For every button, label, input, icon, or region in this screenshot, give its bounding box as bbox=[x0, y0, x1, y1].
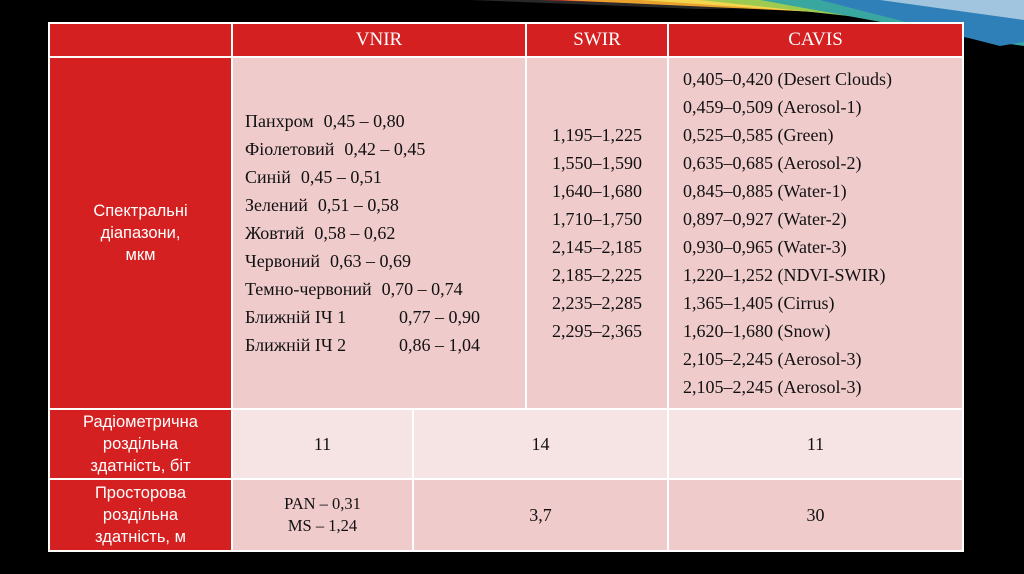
vnir-bands-cell: Панхром 0,45 – 0,80 Фіолетовий 0,42 – 0,45… bbox=[230, 56, 528, 410]
header-swir: SWIR bbox=[525, 22, 670, 58]
vnir-band-row: Ближній ІЧ 1 0,77 – 0,90 bbox=[245, 303, 525, 331]
swir-band: 2,295–2,365 bbox=[552, 321, 643, 341]
vnir-band-row: Фіолетовий 0,42 – 0,45 bbox=[245, 135, 525, 163]
spectral-label-line: мкм bbox=[125, 246, 156, 264]
band-name: Ближній ІЧ 2 bbox=[245, 335, 347, 355]
swir-band: 2,235–2,285 bbox=[552, 293, 643, 313]
cavis-band: 0,525–0,585 (Green) bbox=[683, 125, 834, 145]
swir-band: 2,145–2,185 bbox=[552, 237, 643, 257]
band-range: 0,86 – 1,04 bbox=[399, 335, 480, 355]
radiometric-vnir: 11 bbox=[231, 408, 414, 480]
band-range: 0,70 – 0,74 bbox=[381, 279, 463, 299]
spectral-label-line: діапазони, bbox=[100, 224, 181, 242]
band-name: Зелений bbox=[245, 195, 308, 215]
swir-band: 1,710–1,750 bbox=[552, 209, 643, 229]
spatial-vnir-line: PAN – 0,31 bbox=[284, 494, 361, 513]
cavis-band: 0,930–0,965 (Water-3) bbox=[683, 237, 847, 257]
vnir-band-row: Темно-червоний 0,70 – 0,74 bbox=[245, 275, 525, 303]
band-name: Темно-червоний bbox=[245, 279, 372, 299]
cavis-band: 1,220–1,252 (NDVI-SWIR) bbox=[683, 265, 886, 285]
vnir-band-row: Ближній ІЧ 2 0,86 – 1,04 bbox=[245, 331, 525, 359]
band-name: Ближній ІЧ 1 bbox=[245, 307, 347, 327]
band-name: Жовтий bbox=[245, 223, 305, 243]
spectral-specs-table: VNIR SWIR CAVIS Спектральні діапазони, м… bbox=[48, 22, 965, 552]
band-name: Фіолетовий bbox=[245, 139, 335, 159]
cavis-band: 1,365–1,405 (Cirrus) bbox=[683, 293, 835, 313]
spatial-vnir: PAN – 0,31 MS – 1,24 bbox=[231, 478, 414, 552]
spectral-row: Спектральні діапазони, мкм Панхром 0,45 –… bbox=[48, 56, 965, 410]
spatial-label-line: Просторова bbox=[94, 484, 187, 502]
cavis-band: 0,635–0,685 (Aerosol-2) bbox=[683, 153, 862, 173]
spatial-cavis: 30 bbox=[667, 478, 965, 552]
cavis-bands-cell: 0,405–0,420 (Desert Clouds) 0,459–0,509 … bbox=[667, 56, 965, 410]
cavis-band: 2,105–2,245 (Aerosol-3) bbox=[683, 377, 862, 397]
swir-band: 1,640–1,680 bbox=[552, 181, 643, 201]
header-row: VNIR SWIR CAVIS bbox=[48, 22, 965, 58]
radiometric-label-line: Радіометрична bbox=[83, 413, 198, 431]
radiometric-swir: 14 bbox=[411, 408, 670, 480]
band-range: 0,45 – 0,51 bbox=[300, 167, 382, 187]
band-name: Синій bbox=[245, 167, 291, 187]
spatial-label-line: здатність, м bbox=[95, 528, 186, 546]
cavis-band: 0,405–0,420 (Desert Clouds) bbox=[683, 69, 892, 89]
spatial-label-line: роздільна bbox=[102, 506, 179, 524]
band-range: 0,77 – 0,90 bbox=[399, 307, 480, 327]
vnir-band-row: Зелений 0,51 – 0,58 bbox=[245, 191, 525, 219]
cavis-band: 0,459–0,509 (Aerosol-1) bbox=[683, 97, 862, 117]
radiometric-label-line: здатність, біт bbox=[90, 457, 191, 475]
spatial-label: Просторова роздільна здатність, м bbox=[48, 478, 233, 552]
swir-band: 1,195–1,225 bbox=[552, 125, 643, 145]
spatial-vnir-line: MS – 1,24 bbox=[287, 516, 358, 535]
cavis-band: 0,897–0,927 (Water-2) bbox=[683, 209, 847, 229]
spectral-label: Спектральні діапазони, мкм bbox=[48, 56, 233, 410]
vnir-band-row: Червоний 0,63 – 0,69 bbox=[245, 247, 525, 275]
band-range: 0,42 – 0,45 bbox=[344, 139, 426, 159]
radiometric-label-line: роздільна bbox=[102, 435, 179, 453]
cavis-band: 2,105–2,245 (Aerosol-3) bbox=[683, 349, 862, 369]
band-range: 0,58 – 0,62 bbox=[314, 223, 396, 243]
band-name: Панхром bbox=[245, 111, 314, 131]
vnir-band-row: Жовтий 0,58 – 0,62 bbox=[245, 219, 525, 247]
header-vnir: VNIR bbox=[230, 22, 528, 58]
radiometric-cavis: 11 bbox=[667, 408, 965, 480]
band-range: 0,51 – 0,58 bbox=[317, 195, 399, 215]
swir-bands-cell: 1,195–1,225 1,550–1,590 1,640–1,680 1,71… bbox=[525, 56, 670, 410]
vnir-band-row: Синій 0,45 – 0,51 bbox=[245, 163, 525, 191]
swir-band: 1,550–1,590 bbox=[552, 153, 643, 173]
header-cavis: CAVIS bbox=[667, 22, 965, 58]
vnir-band-row: Панхром 0,45 – 0,80 bbox=[245, 107, 525, 135]
band-name: Червоний bbox=[245, 251, 320, 271]
radiometric-row: Радіометрична роздільна здатність, біт 1… bbox=[48, 408, 965, 480]
corner-cell bbox=[48, 22, 233, 58]
cavis-band: 1,620–1,680 (Snow) bbox=[683, 321, 831, 341]
cavis-band: 0,845–0,885 (Water-1) bbox=[683, 181, 847, 201]
swir-band: 2,185–2,225 bbox=[552, 265, 643, 285]
spectral-label-line: Спектральні bbox=[93, 202, 188, 220]
band-range: 0,45 – 0,80 bbox=[323, 111, 405, 131]
radiometric-label: Радіометрична роздільна здатність, біт bbox=[48, 408, 233, 480]
spatial-swir: 3,7 bbox=[411, 478, 670, 552]
band-range: 0,63 – 0,69 bbox=[329, 251, 411, 271]
spatial-row: Просторова роздільна здатність, м PAN – … bbox=[48, 478, 965, 552]
